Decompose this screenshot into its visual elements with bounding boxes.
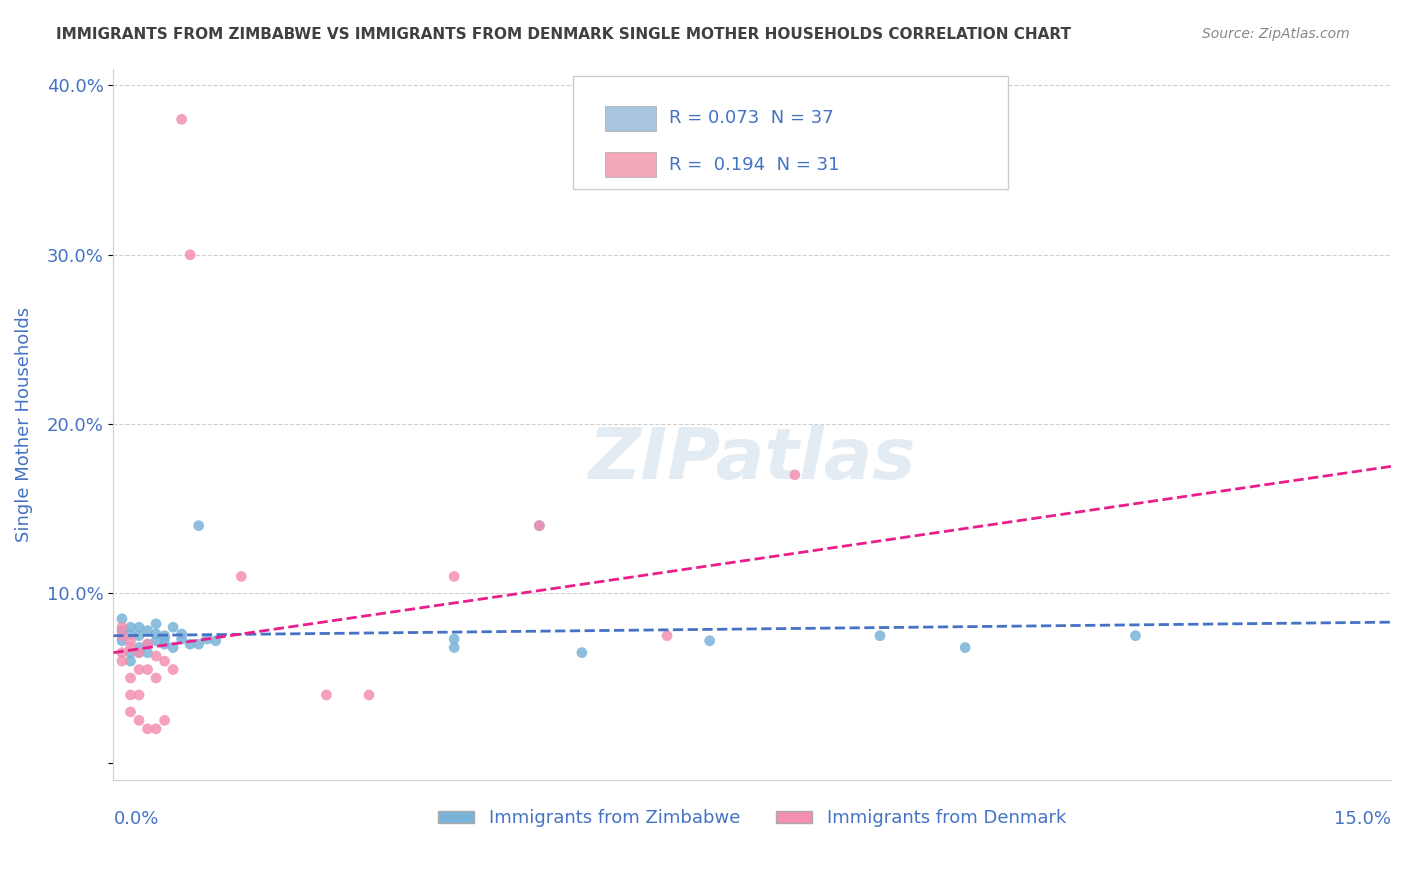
Point bbox=[128, 646, 150, 660]
Point bbox=[120, 620, 142, 634]
Point bbox=[128, 688, 150, 702]
Point bbox=[443, 640, 465, 655]
Point bbox=[128, 640, 150, 655]
Text: 0.0%: 0.0% bbox=[114, 810, 159, 828]
Point bbox=[136, 646, 159, 660]
Point bbox=[111, 654, 134, 668]
Point bbox=[953, 640, 976, 655]
Point bbox=[128, 629, 150, 643]
Point bbox=[153, 714, 176, 728]
Point bbox=[529, 518, 551, 533]
Point bbox=[655, 629, 678, 643]
Point bbox=[145, 616, 167, 631]
Point bbox=[136, 722, 159, 736]
Point bbox=[128, 620, 150, 634]
Point bbox=[1125, 629, 1147, 643]
FancyBboxPatch shape bbox=[606, 106, 657, 131]
Point bbox=[162, 620, 184, 634]
Point bbox=[571, 646, 593, 660]
Point bbox=[443, 632, 465, 646]
Point bbox=[120, 640, 142, 655]
Point bbox=[315, 688, 337, 702]
Point bbox=[162, 663, 184, 677]
Text: R =  0.194  N = 31: R = 0.194 N = 31 bbox=[669, 155, 839, 174]
Point bbox=[136, 637, 159, 651]
Point bbox=[111, 629, 134, 643]
Point bbox=[162, 640, 184, 655]
Text: 15.0%: 15.0% bbox=[1334, 810, 1391, 828]
Point bbox=[195, 632, 218, 646]
Point bbox=[153, 654, 176, 668]
FancyBboxPatch shape bbox=[574, 76, 1008, 189]
Point bbox=[145, 671, 167, 685]
Point bbox=[111, 620, 134, 634]
Point bbox=[145, 633, 167, 648]
Point bbox=[869, 629, 891, 643]
Y-axis label: Single Mother Households: Single Mother Households bbox=[15, 307, 32, 541]
Legend: Immigrants from Zimbabwe, Immigrants from Denmark: Immigrants from Zimbabwe, Immigrants fro… bbox=[432, 802, 1073, 835]
Point bbox=[136, 663, 159, 677]
Point bbox=[111, 633, 134, 648]
Point bbox=[357, 688, 380, 702]
Point bbox=[111, 624, 134, 638]
Point bbox=[145, 722, 167, 736]
Point bbox=[170, 627, 193, 641]
Point bbox=[179, 248, 201, 262]
Text: R = 0.073  N = 37: R = 0.073 N = 37 bbox=[669, 110, 834, 128]
Point bbox=[153, 632, 176, 646]
Point bbox=[120, 654, 142, 668]
FancyBboxPatch shape bbox=[606, 153, 657, 178]
Point bbox=[529, 518, 551, 533]
Point bbox=[136, 624, 159, 638]
Point bbox=[179, 637, 201, 651]
Point bbox=[111, 646, 134, 660]
Text: Source: ZipAtlas.com: Source: ZipAtlas.com bbox=[1202, 27, 1350, 41]
Point bbox=[153, 637, 176, 651]
Point bbox=[136, 637, 159, 651]
Point bbox=[120, 627, 142, 641]
Point bbox=[128, 646, 150, 660]
Point bbox=[231, 569, 253, 583]
Point bbox=[170, 632, 193, 646]
Point bbox=[120, 671, 142, 685]
Text: IMMIGRANTS FROM ZIMBABWE VS IMMIGRANTS FROM DENMARK SINGLE MOTHER HOUSEHOLDS COR: IMMIGRANTS FROM ZIMBABWE VS IMMIGRANTS F… bbox=[56, 27, 1071, 42]
Point bbox=[120, 646, 142, 660]
Point bbox=[128, 663, 150, 677]
Point bbox=[170, 112, 193, 127]
Point bbox=[153, 629, 176, 643]
Point bbox=[699, 633, 721, 648]
Point bbox=[443, 569, 465, 583]
Point bbox=[145, 648, 167, 663]
Point bbox=[204, 633, 226, 648]
Point bbox=[120, 688, 142, 702]
Point bbox=[120, 705, 142, 719]
Point bbox=[145, 627, 167, 641]
Point bbox=[783, 467, 806, 482]
Point bbox=[187, 637, 209, 651]
Point bbox=[187, 518, 209, 533]
Text: ZIPatlas: ZIPatlas bbox=[589, 425, 915, 494]
Point bbox=[111, 612, 134, 626]
Point bbox=[120, 633, 142, 648]
Point bbox=[128, 714, 150, 728]
